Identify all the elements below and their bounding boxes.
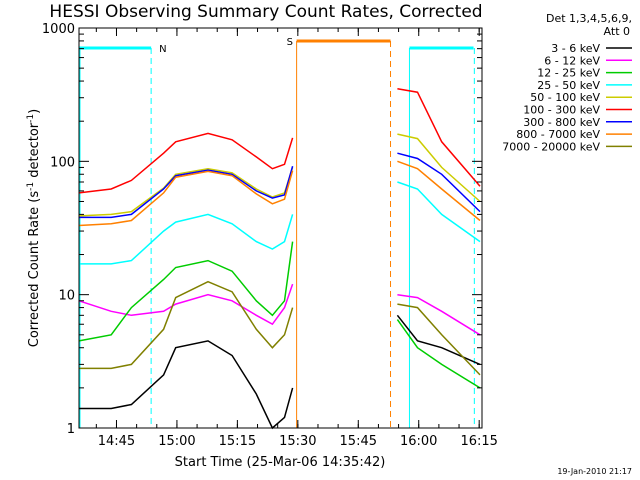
x-axis-label: Start Time (25-Mar-06 14:35:42) <box>175 455 386 470</box>
footer-date: 19-Jan-2010 21:17 <box>557 467 632 476</box>
series-line-0-b <box>396 314 481 366</box>
legend-label: 100 - 300 keV <box>523 104 600 117</box>
y-tick-label: 1 <box>67 422 75 437</box>
series-line-8-b <box>397 303 481 376</box>
legend-label: 25 - 50 keV <box>537 79 600 92</box>
x-tick-label: 15:30 <box>279 434 316 449</box>
series-line-8 <box>79 280 294 370</box>
x-tick-label: 15:15 <box>219 434 256 449</box>
legend-label: 50 - 100 keV <box>530 91 600 104</box>
series-line-2-b <box>396 319 481 389</box>
legend-label: 800 - 7000 keV <box>516 128 600 141</box>
legend-label: 3 - 6 keV <box>551 42 600 55</box>
chart-title: HESSI Observing Summary Count Rates, Cor… <box>49 2 482 22</box>
x-tick-label: 14:45 <box>98 434 135 449</box>
series-layer <box>78 88 481 430</box>
flags-layer: NS <box>79 37 475 428</box>
series-line-6 <box>79 165 294 219</box>
series-line-1 <box>78 283 294 326</box>
y-axis-label: Corrected Count Rate (s-1 detector-1) <box>26 109 42 347</box>
series-line-4-b <box>397 133 481 203</box>
series-line-3 <box>79 213 294 265</box>
ticks-layer: 14:45 15:00 15:15 15:30 15:45 16:00 16:15 1 10 10… <box>42 22 498 449</box>
x-tick-label: 15:45 <box>340 434 377 449</box>
flag-label: N <box>159 44 166 55</box>
flag-label: S <box>287 37 293 48</box>
x-tick-label: 16:00 <box>400 434 437 449</box>
series-line-7 <box>78 170 294 227</box>
series-line-5 <box>78 132 294 194</box>
legend-header-line1: Det 1,3,4,5,6,9, <box>546 12 632 25</box>
series-line-3-b <box>397 181 481 243</box>
series-line-4 <box>78 167 294 217</box>
y-tick-label: 10 <box>58 289 75 304</box>
x-tick-label: 16:15 <box>460 434 497 449</box>
x-tick-label: 15:00 <box>158 434 195 449</box>
legend-label: 300 - 800 keV <box>523 116 600 129</box>
y-tick-label: 100 <box>50 155 75 170</box>
series-line-5-b <box>397 88 481 187</box>
legend-label: 6 - 12 keV <box>544 54 600 67</box>
series-line-1-b <box>397 293 481 336</box>
legend-label: 12 - 25 keV <box>537 67 600 80</box>
series-line-7-b <box>397 160 481 222</box>
y-tick-label: 1000 <box>42 22 75 37</box>
plot-frame <box>78 27 483 429</box>
legend-label: 7000 - 20000 keV <box>502 140 600 153</box>
series-line-6-b <box>397 152 481 213</box>
series-line-2 <box>78 241 294 342</box>
series-line-0 <box>79 340 294 430</box>
legend-header-line2: Att 0 <box>604 25 630 38</box>
